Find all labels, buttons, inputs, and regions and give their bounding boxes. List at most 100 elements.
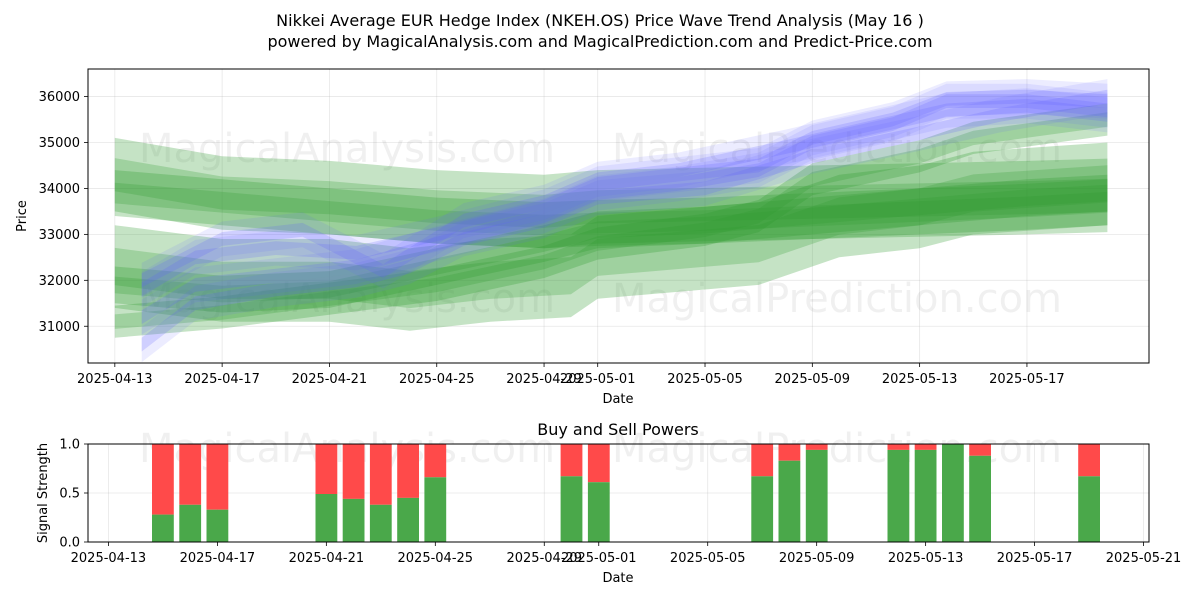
price-y-ticks: 31000 32000 33000 34000 35000 36000 bbox=[39, 90, 88, 335]
price-y-tick-label: 36000 bbox=[39, 90, 80, 105]
sell-power-bar bbox=[805, 444, 828, 450]
sell-power-bar bbox=[1078, 444, 1100, 477]
signal-x-tick-label: 2025-05-17 bbox=[997, 551, 1073, 566]
buy-sell-title: Buy and Sell Powers bbox=[537, 420, 699, 439]
signal-x-tick-label: 2025-04-21 bbox=[289, 551, 365, 566]
green-wave-band bbox=[114, 174, 1108, 313]
price-x-tick-label: 2025-05-13 bbox=[882, 372, 958, 387]
buy-power-bar bbox=[887, 449, 910, 542]
price-y-tick-label: 32000 bbox=[39, 274, 80, 289]
green-wave-core bbox=[114, 158, 1108, 228]
green-wave-core bbox=[114, 182, 1108, 236]
signal-x-tick-label: 2025-05-21 bbox=[1106, 551, 1182, 566]
price-watermarks: MagicalAnalysis.com MagicalPrediction.co… bbox=[139, 126, 1062, 322]
signal-x-axis-label: Date bbox=[602, 571, 633, 586]
price-x-tick-label: 2025-04-29 bbox=[506, 372, 582, 387]
signal-x-tick-label: 2025-05-05 bbox=[670, 551, 746, 566]
price-x-axis-label: Date bbox=[602, 392, 633, 407]
watermark-prediction-bottom: MagicalPrediction.com bbox=[612, 426, 1062, 472]
price-x-tick-label: 2025-05-01 bbox=[560, 372, 636, 387]
buy-power-bar bbox=[424, 477, 447, 542]
signal-y-tick-label: 0.5 bbox=[59, 487, 80, 502]
green-wave-core bbox=[114, 165, 1108, 309]
price-bands bbox=[114, 79, 1108, 363]
signal-y-axis-label: Signal Strength bbox=[36, 443, 51, 543]
blue-wave-core bbox=[141, 89, 1108, 352]
price-y-tick-label: 33000 bbox=[39, 228, 80, 243]
sell-power-bar bbox=[914, 444, 937, 450]
sell-power-bar bbox=[179, 444, 202, 505]
price-y-tick-label: 34000 bbox=[39, 182, 80, 197]
price-x-ticks: 2025-04-13 2025-04-17 2025-04-21 2025-04-25… bbox=[77, 363, 1065, 387]
price-x-tick-label: 2025-05-09 bbox=[775, 372, 851, 387]
blue-wave-band bbox=[141, 79, 1108, 363]
signal-x-tick-label: 2025-04-17 bbox=[180, 551, 256, 566]
green-wave-core bbox=[114, 112, 1108, 329]
price-x-tick-label: 2025-04-21 bbox=[292, 372, 368, 387]
buy-power-bar bbox=[206, 509, 229, 542]
sell-power-bar bbox=[206, 444, 229, 510]
watermark-prediction-top: MagicalPrediction.com bbox=[612, 126, 1062, 172]
sell-power-bar bbox=[778, 444, 801, 461]
signal-x-tick-label: 2025-04-25 bbox=[398, 551, 474, 566]
sell-power-bar bbox=[560, 444, 583, 477]
buy-power-bar bbox=[751, 476, 774, 542]
watermark-prediction-mid: MagicalPrediction.com bbox=[612, 276, 1062, 322]
buy-power-bar bbox=[587, 482, 610, 542]
signal-y-tick-label: 1.0 bbox=[59, 438, 80, 453]
signal-x-tick-label: 2025-04-29 bbox=[506, 551, 582, 566]
signal-bars bbox=[152, 444, 1100, 542]
green-wave-band bbox=[114, 103, 1108, 338]
price-y-tick-label: 31000 bbox=[39, 320, 80, 335]
sell-power-bar bbox=[152, 444, 174, 515]
price-plot-frame bbox=[87, 68, 1150, 364]
blue-wave-band bbox=[141, 88, 1108, 298]
sell-power-bar bbox=[969, 444, 991, 456]
blue-wave-band bbox=[141, 79, 1108, 307]
buy-power-bar bbox=[179, 504, 202, 542]
price-x-tick-label: 2025-04-17 bbox=[184, 372, 260, 387]
sell-power-bar bbox=[397, 444, 419, 498]
chart-subtitle: powered by MagicalAnalysis.com and Magic… bbox=[267, 32, 932, 51]
signal-x-tick-label: 2025-05-13 bbox=[888, 551, 964, 566]
price-x-tick-label: 2025-04-13 bbox=[77, 372, 153, 387]
price-wave-chart: MagicalAnalysis.com MagicalPrediction.co… bbox=[15, 68, 1150, 407]
buy-power-bar bbox=[1078, 476, 1100, 542]
price-x-tick-label: 2025-05-05 bbox=[667, 372, 743, 387]
buy-power-bar bbox=[969, 455, 991, 542]
price-x-tick-label: 2025-04-25 bbox=[399, 372, 475, 387]
watermark-analysis-mid: MagicalAnalysis.com bbox=[139, 276, 555, 322]
buy-power-bar bbox=[315, 494, 338, 542]
price-x-tick-label: 2025-05-17 bbox=[989, 372, 1065, 387]
signal-x-ticks: 2025-04-13 2025-04-17 2025-04-21 2025-04-25… bbox=[71, 542, 1182, 566]
blue-wave-core bbox=[141, 89, 1108, 297]
price-grid bbox=[88, 69, 1149, 363]
green-wave-band bbox=[114, 170, 1108, 249]
signal-x-tick-label: 2025-05-01 bbox=[561, 551, 637, 566]
signal-x-tick-label: 2025-04-13 bbox=[71, 551, 147, 566]
sell-power-bar bbox=[587, 444, 610, 483]
blue-wave-band bbox=[141, 83, 1108, 335]
sell-power-bar bbox=[315, 444, 338, 494]
buy-power-bar bbox=[942, 444, 964, 542]
sell-power-bar bbox=[751, 444, 774, 477]
green-wave-band bbox=[114, 142, 1108, 331]
signal-y-tick-label: 0.0 bbox=[59, 536, 80, 551]
buy-power-bar bbox=[369, 504, 392, 542]
buy-power-bar bbox=[805, 449, 828, 542]
sell-power-bar bbox=[342, 444, 365, 499]
sell-power-bar bbox=[424, 444, 447, 478]
green-wave-band bbox=[114, 137, 1108, 249]
buy-power-bar bbox=[778, 460, 801, 542]
signal-x-tick-label: 2025-05-09 bbox=[779, 551, 855, 566]
buy-power-bar bbox=[397, 497, 419, 542]
chart-title: Nikkei Average EUR Hedge Index (NKEH.OS)… bbox=[276, 11, 924, 30]
buy-sell-powers-chart: Buy and Sell Powers MagicalAnalysis.com … bbox=[36, 420, 1181, 586]
buy-power-bar bbox=[560, 476, 583, 542]
price-y-tick-label: 35000 bbox=[39, 136, 80, 151]
watermark-analysis-top: MagicalAnalysis.com bbox=[139, 126, 555, 172]
buy-power-bar bbox=[914, 449, 937, 542]
sell-power-bar bbox=[369, 444, 392, 505]
